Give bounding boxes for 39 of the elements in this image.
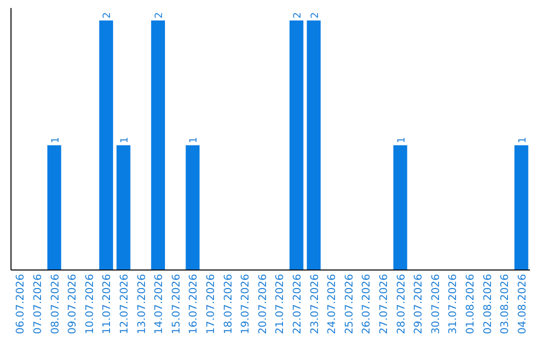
x-tick-label: 28.07.2026 [395, 274, 408, 334]
x-tick-label: 19.07.2026 [240, 274, 252, 334]
data-label: 1 [188, 136, 200, 144]
x-tick-label: 09.07.2026 [66, 274, 79, 334]
x-tick-label: 13.07.2026 [136, 274, 148, 334]
data-label: 2 [154, 12, 166, 18]
x-tick-label: 25.07.2026 [343, 274, 356, 334]
x-tick-label: 24.07.2026 [326, 274, 338, 334]
x-tick-label: 11.07.2026 [101, 274, 114, 334]
x-tick-label: 26.07.2026 [360, 274, 373, 334]
x-tick-label: 10.07.2026 [84, 274, 96, 334]
x-tick-label: 17.07.2026 [204, 274, 217, 334]
x-tick-label: 23.07.2026 [308, 274, 321, 334]
x-tick-label: 27.07.2026 [378, 274, 390, 334]
data-label: 1 [50, 136, 62, 144]
x-tick-label: 07.07.2026 [32, 274, 44, 334]
x-tick-label: 04.08.2026 [516, 274, 528, 334]
x-tick-label: 22.07.2026 [291, 274, 304, 334]
x-tick-label: 31.07.2026 [447, 274, 460, 334]
x-tick-label: 08.07.2026 [49, 274, 62, 334]
x-tick-label: 29.07.2026 [412, 274, 425, 334]
x-tick-label: 03.08.2026 [499, 274, 512, 334]
x-tick-label: 18.07.2026 [222, 274, 234, 334]
x-tick-label: 02.08.2026 [482, 274, 494, 334]
x-tick-label: 21.07.2026 [274, 274, 286, 334]
data-label: 2 [310, 12, 321, 18]
x-tick-label: 30.07.2026 [430, 274, 442, 334]
x-tick-label: 12.07.2026 [118, 274, 130, 334]
x-tick-label: 20.07.2026 [256, 274, 269, 334]
data-label: 1 [119, 136, 130, 144]
x-tick-label: 06.07.2026 [14, 274, 27, 334]
x-tick-label: 15.07.2026 [170, 274, 182, 334]
x-tick-label: 16.07.2026 [188, 274, 200, 334]
data-label: 1 [517, 136, 528, 144]
data-label: 1 [396, 136, 408, 144]
data-label: 2 [292, 12, 304, 18]
data-label: 2 [102, 12, 114, 18]
x-tick-label: 14.07.2026 [153, 274, 166, 334]
x-tick-label: 01.08.2026 [464, 274, 476, 334]
